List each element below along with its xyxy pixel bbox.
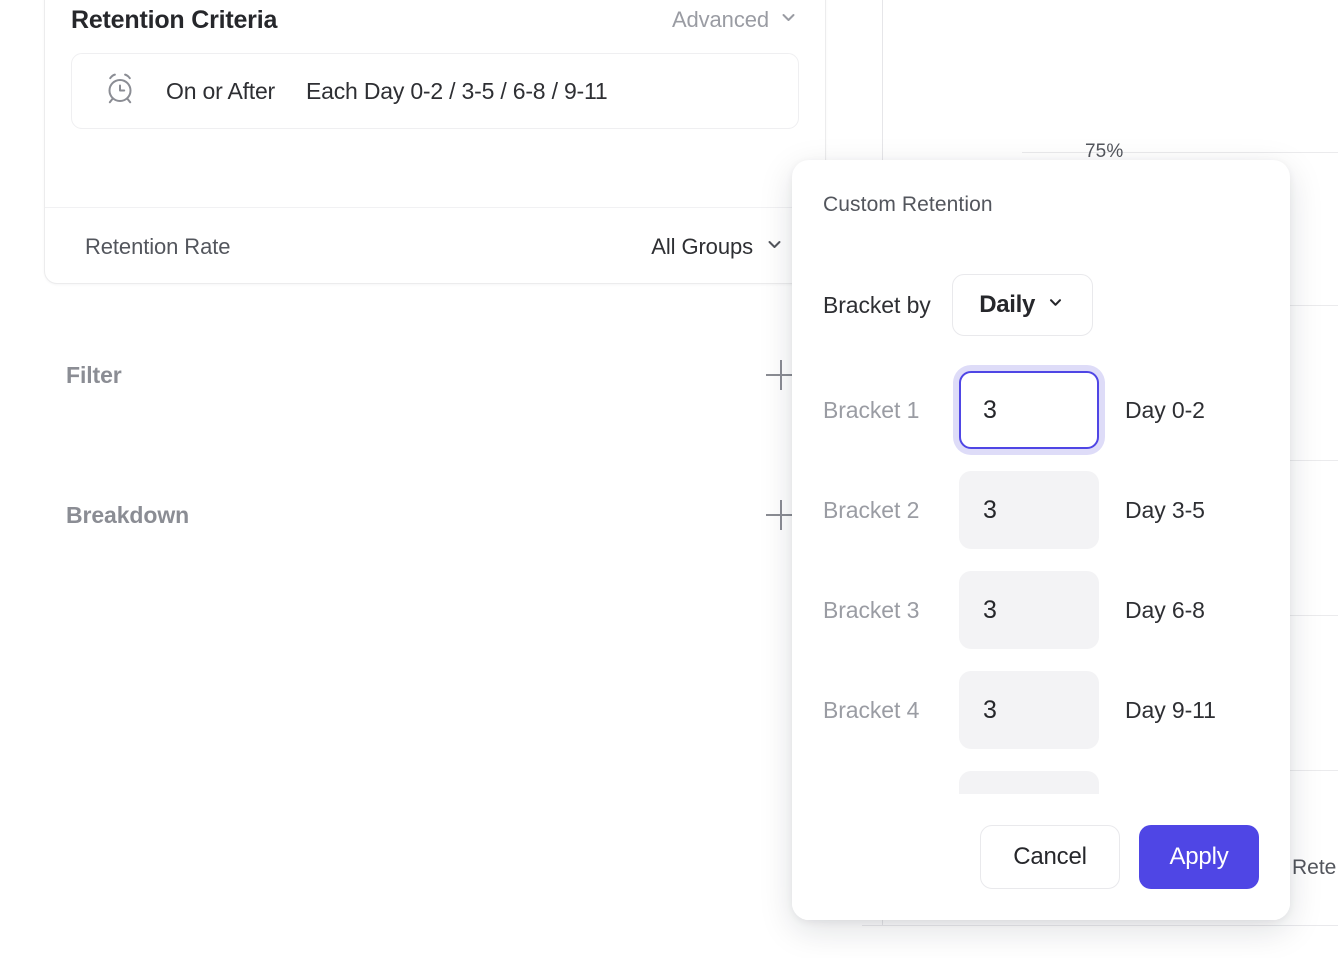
chart-x-axis-line <box>862 925 1338 926</box>
bracket-day-range: Day 3-5 <box>1125 496 1205 523</box>
bracket-by-label: Bracket by <box>823 291 931 318</box>
bracket-label: Bracket 1 <box>823 396 920 423</box>
custom-retention-popover: Custom Retention Bracket by Daily Bracke… <box>792 160 1290 920</box>
retention-rate-label: Retention Rate <box>85 233 231 259</box>
chevron-down-icon <box>1046 293 1065 317</box>
advanced-toggle-label: Advanced <box>671 7 769 32</box>
bracket-value-input[interactable]: 3 <box>959 571 1099 649</box>
bracket-day-range: Day 0-2 <box>1125 396 1205 423</box>
apply-button[interactable]: Apply <box>1139 825 1259 889</box>
bracket-by-value: Daily <box>979 291 1036 318</box>
bracket-label: Bracket 3 <box>823 596 920 623</box>
plus-icon[interactable] <box>766 360 796 390</box>
retention-criteria-card: Retention Criteria Advanced <box>44 0 826 284</box>
bracket-value-input[interactable]: 3 <box>959 471 1099 549</box>
chart-y-tick-label: 75% <box>1085 141 1124 162</box>
bracket-row: Bracket 3 3 Day 6-8 <box>792 560 1290 660</box>
breakdown-section-label: Breakdown <box>66 501 190 528</box>
criteria-card-body: Retention Criteria Advanced <box>45 0 825 207</box>
chevron-down-icon <box>764 234 785 260</box>
retention-rate-row: Retention Rate All Groups <box>45 208 825 283</box>
plus-icon[interactable] <box>766 500 796 530</box>
alarm-clock-icon <box>100 69 140 114</box>
popover-title: Custom Retention <box>823 193 993 216</box>
popover-footer: Cancel Apply <box>792 794 1290 920</box>
bracket-by-row: Bracket by Daily <box>823 274 1093 336</box>
filter-section-label: Filter <box>66 361 122 388</box>
criteria-condition-label: On or After <box>166 77 276 104</box>
chart-clipped-label: Rete <box>1292 856 1337 879</box>
card-divider <box>45 207 825 208</box>
retention-criteria-event-row[interactable]: On or After Each Day 0-2 / 3-5 / 6-8 / 9… <box>71 53 799 129</box>
bracket-row: Bracket 1 3 Day 0-2 <box>792 360 1290 460</box>
advanced-mode-toggle[interactable]: Advanced <box>672 7 799 33</box>
retention-rate-group-select[interactable]: All Groups <box>651 234 785 260</box>
breakdown-section: Breakdown <box>66 500 796 530</box>
criteria-value-label: Each Day 0-2 / 3-5 / 6-8 / 9-11 <box>306 77 608 104</box>
bracket-by-select[interactable]: Daily <box>951 274 1093 336</box>
bracket-value-input[interactable]: 3 <box>959 371 1099 449</box>
bracket-row: Bracket 2 3 Day 3-5 <box>792 460 1290 560</box>
bracket-label: Bracket 4 <box>823 696 920 723</box>
bracket-day-range: Day 9-11 <box>1125 696 1216 723</box>
page-title: Retention Criteria <box>71 5 278 34</box>
bracket-label: Bracket 2 <box>823 496 920 523</box>
cancel-button[interactable]: Cancel <box>980 825 1120 889</box>
retention-rate-group-value: All Groups <box>651 233 753 259</box>
bracket-day-range: Day 6-8 <box>1125 596 1205 623</box>
bracket-list: Bracket 1 3 Day 0-2 Bracket 2 3 Day 3-5 … <box>792 360 1290 860</box>
bracket-row: Bracket 4 3 Day 9-11 <box>792 660 1290 760</box>
chart-gridline <box>1022 152 1338 153</box>
bracket-value-input[interactable]: 3 <box>959 671 1099 749</box>
filter-section: Filter <box>66 360 796 390</box>
criteria-card-header: Retention Criteria Advanced <box>71 0 799 34</box>
chevron-down-icon <box>778 7 799 33</box>
